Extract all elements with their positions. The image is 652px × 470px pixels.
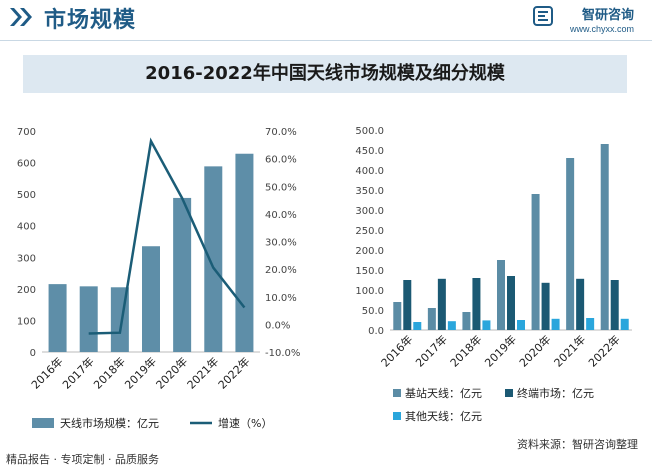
y-tick-label: 200.0 xyxy=(355,246,384,257)
bar xyxy=(413,322,422,330)
y-tick-label: 500 xyxy=(17,190,36,201)
bar xyxy=(620,318,629,330)
y-tick-label: 50.0 xyxy=(362,306,384,317)
x-tick-label: 2019年 xyxy=(122,354,159,391)
footer-slogan: 精品报告 · 专项定制 · 品质服务 xyxy=(6,453,159,466)
header-divider xyxy=(0,40,652,41)
bar xyxy=(482,320,491,330)
y2-tick-label: 60.0% xyxy=(265,155,297,166)
bar xyxy=(541,282,550,330)
bar xyxy=(427,308,436,330)
y-tick-label: 450.0 xyxy=(355,146,384,157)
legend-label: 其他天线：亿元 xyxy=(405,409,482,423)
bar xyxy=(403,280,412,330)
y2-tick-label: 0.0% xyxy=(265,320,290,331)
y-tick-label: 0 xyxy=(30,348,36,359)
x-tick-label: 2016年 xyxy=(378,332,415,369)
bar xyxy=(576,278,585,330)
y-tick-label: 400.0 xyxy=(355,166,384,177)
legend-label: 基站天线：亿元 xyxy=(405,386,482,400)
x-tick-label: 2021年 xyxy=(184,354,221,391)
brand-logo-icon xyxy=(533,6,553,26)
y-tick-label: 350.0 xyxy=(355,186,384,197)
bar xyxy=(447,321,456,330)
legend-label: 天线市场规模：亿元 xyxy=(60,416,159,430)
bar xyxy=(551,318,560,330)
brand: 智研咨询 www.chyxx.com xyxy=(570,4,634,34)
right-chart: 0.0 50.0 100.0 150.0 200.0 250.0 300.0 350.0 400… xyxy=(355,126,632,423)
y2-tick-label: 70.0% xyxy=(265,127,297,138)
bar xyxy=(235,153,254,352)
y-tick-label: 250.0 xyxy=(355,226,384,237)
bar xyxy=(437,278,446,330)
bar xyxy=(610,280,619,330)
bar xyxy=(586,318,595,330)
y-tick-label: 200 xyxy=(17,285,36,296)
y-tick-label: 0.0 xyxy=(368,326,384,337)
x-tick-label: 2022年 xyxy=(585,332,622,369)
x-tick-label: 2021年 xyxy=(551,332,588,369)
legend-label: 终端市场：亿元 xyxy=(517,386,594,400)
brand-url: www.chyxx.com xyxy=(569,24,634,34)
x-tick-label: 2018年 xyxy=(91,354,128,391)
y-tick-label: 150.0 xyxy=(355,266,384,277)
x-tick-label: 2017年 xyxy=(59,354,96,391)
bar xyxy=(497,260,505,330)
y2-tick-label: 40.0% xyxy=(265,210,297,221)
y-tick-label: 100.0 xyxy=(355,286,384,297)
x-tick-label: 2018年 xyxy=(447,332,484,369)
y-tick-label: 600 xyxy=(17,159,36,170)
legend-label: 增速（%） xyxy=(218,416,272,430)
x-tick-label: 2019年 xyxy=(482,332,519,369)
source-note: 资料来源：智研咨询整理 xyxy=(517,438,638,451)
bar xyxy=(173,197,192,352)
y2-tick-label: -10.0% xyxy=(265,348,300,359)
y-tick-label: 100 xyxy=(17,316,36,327)
y-tick-label: 400 xyxy=(17,222,36,233)
bar xyxy=(531,194,540,330)
y-tick-label: 300 xyxy=(17,253,36,264)
growth-line xyxy=(88,137,246,335)
bar xyxy=(204,166,223,352)
legend-swatch-bar xyxy=(32,418,54,428)
y2-tick-label: 30.0% xyxy=(265,238,297,249)
y-tick-label: 500.0 xyxy=(355,126,384,137)
x-tick-label: 2020年 xyxy=(516,332,553,369)
chevron-double-icon xyxy=(10,8,32,26)
header-bar: 市场规模 智研咨询 www.chyxx.com xyxy=(0,0,652,34)
bar xyxy=(142,246,160,352)
section-title: 市场规模 xyxy=(44,8,137,33)
bar xyxy=(566,158,575,330)
bar xyxy=(48,284,67,352)
legend-swatch xyxy=(505,389,513,397)
bar xyxy=(79,286,98,352)
x-tick-label: 2022年 xyxy=(215,354,252,391)
chart-title: 2016-2022年中国天线市场规模及细分规模 xyxy=(145,63,505,84)
legend-swatch xyxy=(393,389,401,397)
title-band: 2016-2022年中国天线市场规模及细分规模 xyxy=(23,55,627,93)
y-tick-label: 300.0 xyxy=(355,206,384,217)
bar xyxy=(600,144,609,330)
bar xyxy=(393,302,402,330)
bar xyxy=(472,278,481,330)
y2-tick-label: 20.0% xyxy=(265,265,297,276)
bar xyxy=(462,312,471,330)
y-tick-label: 700 xyxy=(17,127,36,138)
x-tick-label: 2020年 xyxy=(153,354,190,391)
bar xyxy=(507,276,515,330)
left-chart: 0 100 200 300 400 500 600 700 -10.0% 0.0% 10.0% 20.… xyxy=(17,127,300,430)
x-tick-label: 2016年 xyxy=(28,354,65,391)
y2-tick-label: 10.0% xyxy=(265,293,297,304)
bar xyxy=(517,320,525,330)
brand-name: 智研咨询 xyxy=(581,8,634,23)
legend-swatch xyxy=(393,412,401,420)
x-tick-label: 2017年 xyxy=(413,332,450,369)
y2-tick-label: 50.0% xyxy=(265,182,297,193)
